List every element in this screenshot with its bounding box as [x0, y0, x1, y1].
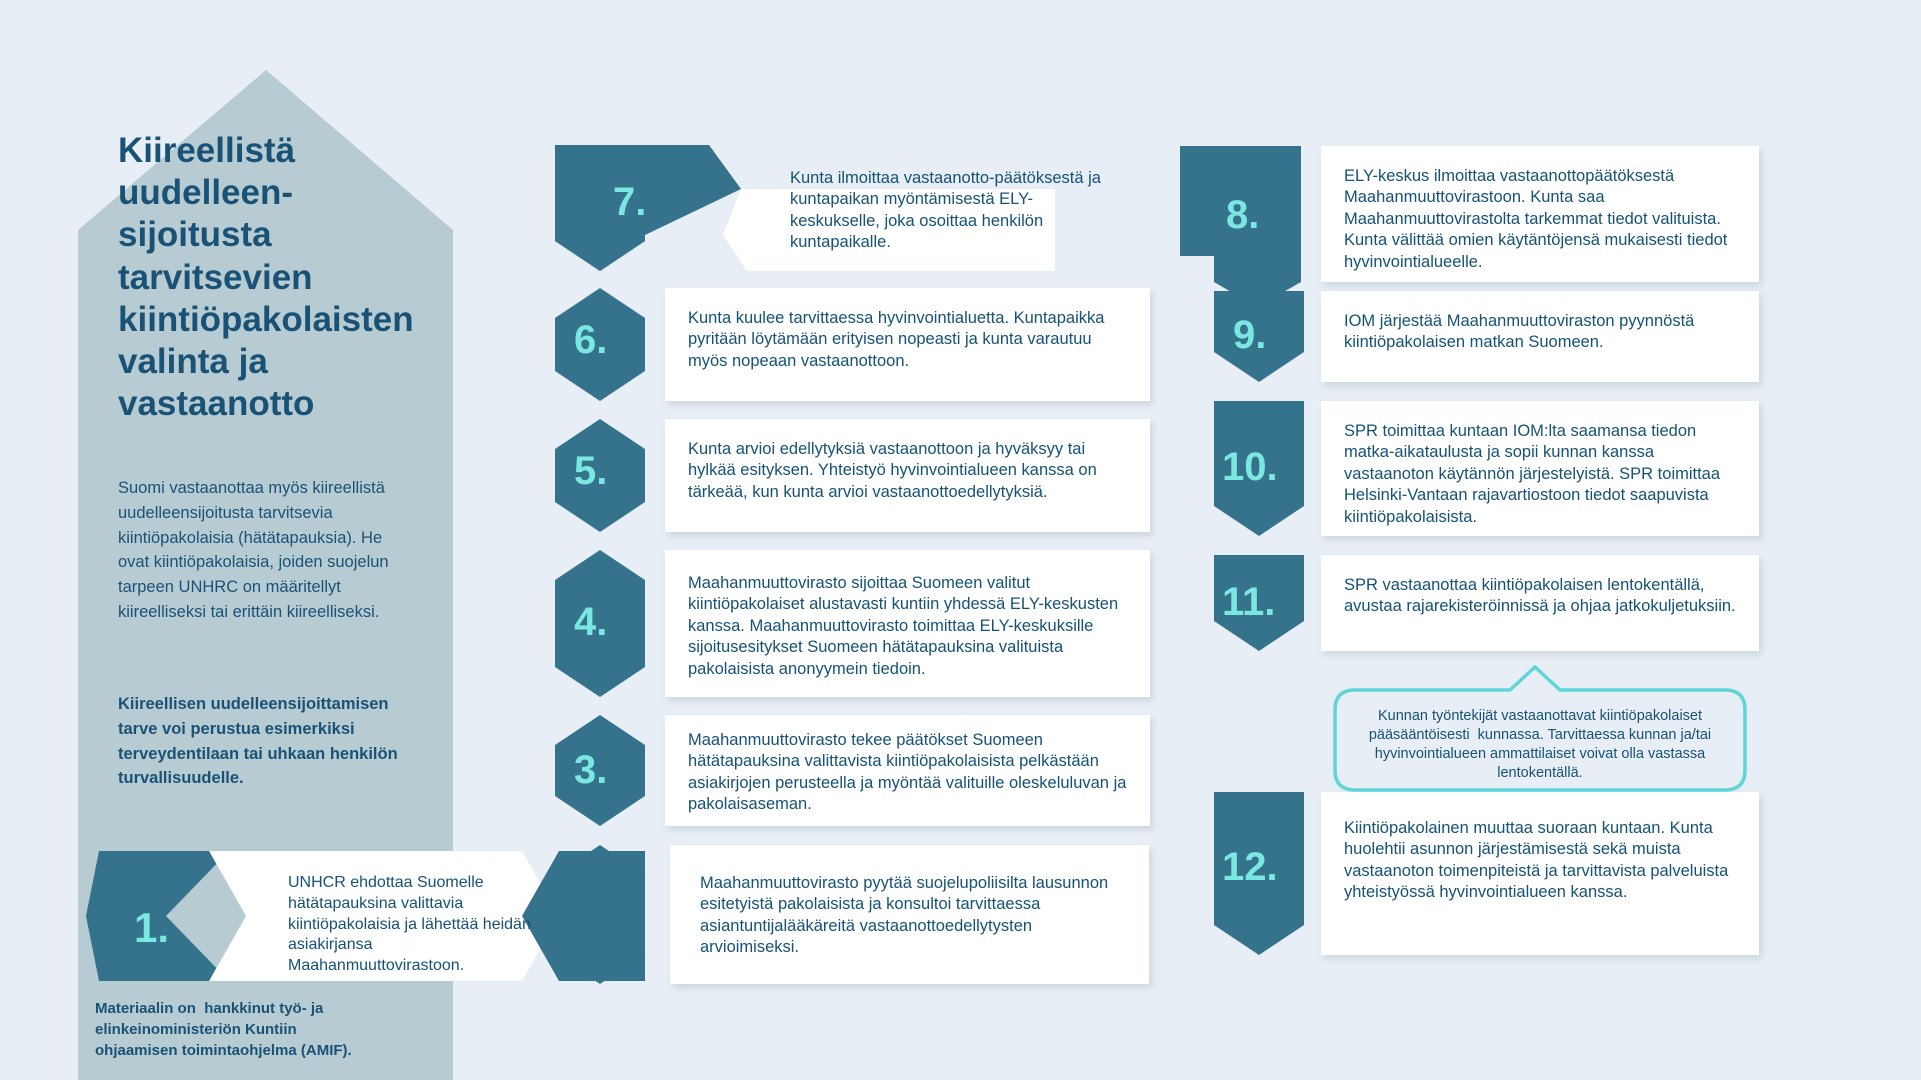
svg-text:8.: 8.	[1226, 193, 1259, 237]
svg-text:5.: 5.	[574, 449, 607, 493]
svg-text:9.: 9.	[1233, 313, 1266, 357]
svg-text:12.: 12.	[1222, 845, 1278, 889]
svg-text:3.: 3.	[574, 748, 607, 792]
svg-text:11.: 11.	[1222, 580, 1275, 624]
svg-text:1.: 1.	[134, 904, 169, 951]
svg-text:4.: 4.	[574, 600, 607, 644]
svg-text:6.: 6.	[574, 318, 607, 362]
svg-text:10.: 10.	[1222, 445, 1278, 489]
svg-text:7.: 7.	[613, 180, 646, 224]
